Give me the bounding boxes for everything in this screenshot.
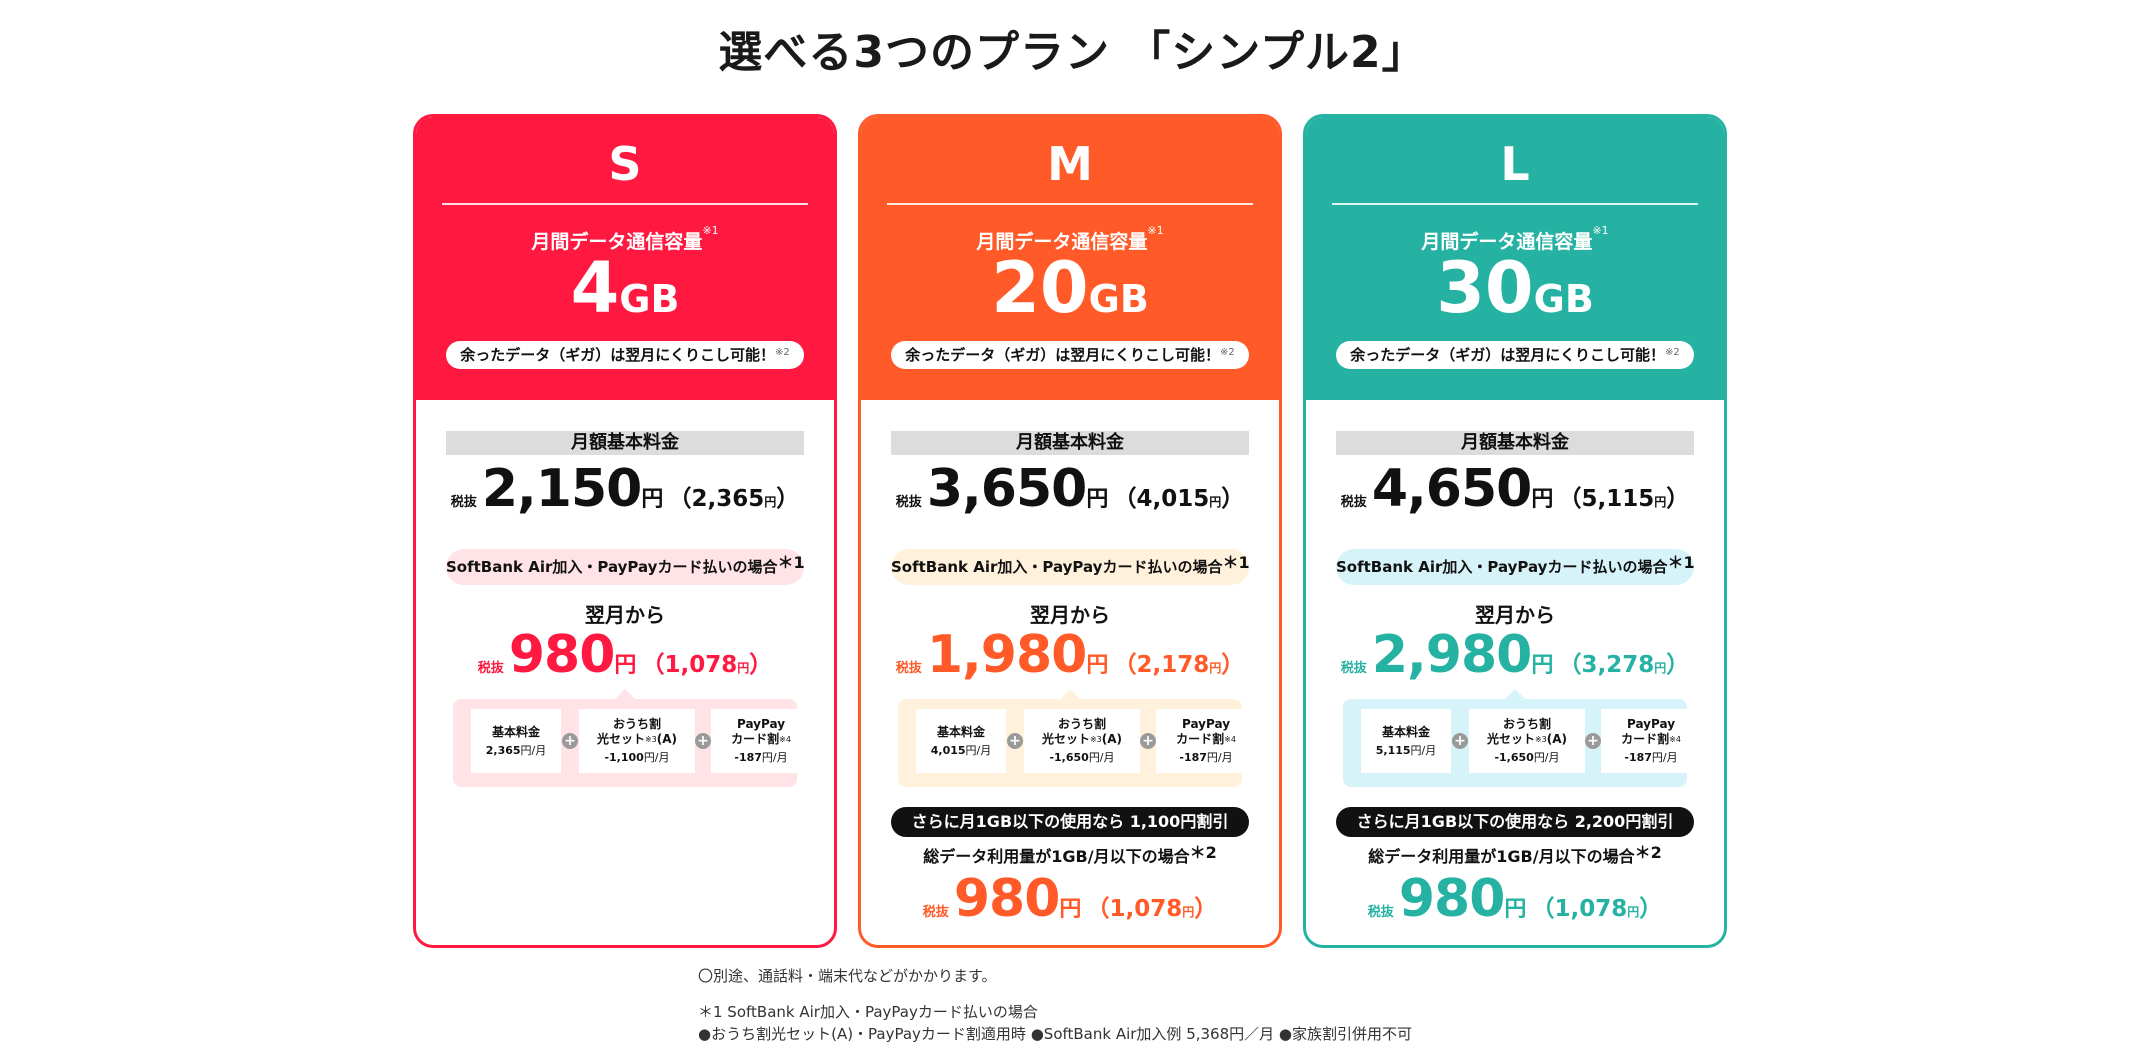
next-month-label: 翌月から	[585, 603, 665, 627]
divider	[887, 203, 1253, 205]
next-month-label: 翌月から	[1030, 603, 1110, 627]
carryover-badge: 余ったデータ（ギガ）は翌月にくりこし可能！※2	[1336, 341, 1694, 369]
base-price: 税抜 3,650円 （4,015円）	[895, 459, 1245, 519]
base-price: 税抜 2,150円 （2,365円）	[450, 459, 800, 519]
plus-icon: +	[695, 733, 711, 749]
plan-card-s[interactable]: S 月間データ通信容量※1 4GB 余ったデータ（ギガ）は翌月にくりこし可能！※…	[413, 114, 837, 948]
plan-name: S	[608, 137, 642, 191]
capacity-label: 月間データ通信容量※1	[531, 224, 719, 253]
carryover-badge: 余ったデータ（ギガ）は翌月にくりこし可能！※2	[446, 341, 804, 369]
breakdown-paypay: PayPay カード割※4 -187円/月	[1601, 709, 1701, 773]
price-breakdown: 基本料金 5,115円/月 + おうち割 光セット※3(A) -1,650円/月 + …	[1343, 689, 1701, 787]
plan-name: M	[1047, 137, 1093, 191]
discount-price: 税抜 1,980円 （2,178円）	[895, 625, 1245, 685]
breakdown-base: 基本料金 5,115円/月	[1361, 709, 1451, 773]
total-usage-note: 総データ利用量が1GB/月以下の場合＊2	[1368, 843, 1662, 866]
plan-header-l: L 月間データ通信容量※1 30GB 余ったデータ（ギガ）は翌月にくりこし可能！…	[1306, 117, 1724, 400]
footnotes: 〇別途、通話料・端末代などがかかります。 ＊1 SoftBank Air加入・P…	[698, 965, 1412, 1045]
capacity-label: 月間データ通信容量※1	[1421, 224, 1609, 253]
low-usage-banner: さらに月1GB以下の使用なら 2,200円割引	[1336, 807, 1694, 837]
plus-icon: +	[1007, 733, 1023, 749]
condition-pill: SoftBank Air加入・PayPayカード払いの場合＊1	[446, 549, 805, 585]
plan-header-s: S 月間データ通信容量※1 4GB 余ったデータ（ギガ）は翌月にくりこし可能！※…	[416, 117, 834, 400]
plus-icon: +	[1452, 733, 1468, 749]
low-usage-banner: さらに月1GB以下の使用なら 1,100円割引	[891, 807, 1249, 837]
divider	[1332, 203, 1698, 205]
breakdown-base: 基本料金 2,365円/月	[471, 709, 561, 773]
condition-pill: SoftBank Air加入・PayPayカード払いの場合＊1	[891, 549, 1250, 585]
page-title: 選べる3つのプラン 「シンプル2」	[718, 27, 1427, 78]
capacity-value: 4GB	[570, 247, 680, 329]
divider	[442, 203, 808, 205]
monthly-fee-label: 月額基本料金	[891, 431, 1249, 455]
discount-price: 税抜 980円 （1,078円）	[477, 625, 773, 685]
condition-pill: SoftBank Air加入・PayPayカード払いの場合＊1	[1336, 549, 1695, 585]
total-usage-note: 総データ利用量が1GB/月以下の場合＊2	[923, 843, 1217, 866]
next-month-label: 翌月から	[1475, 603, 1555, 627]
final-price: 税抜 980円 （1,078円）	[1367, 869, 1663, 929]
plus-icon: +	[562, 733, 578, 749]
capacity-value: 20GB	[991, 247, 1149, 329]
breakdown-ouchi: おうち割 光セット※3(A) -1,650円/月	[1469, 709, 1585, 773]
footnote-line: ●おうち割光セット(A)・PayPayカード割適用時 ●SoftBank Air…	[698, 1025, 1412, 1043]
footnote-line: 〇別途、通話料・端末代などがかかります。	[698, 967, 997, 985]
plan-card-l[interactable]: L 月間データ通信容量※1 30GB 余ったデータ（ギガ）は翌月にくりこし可能！…	[1303, 114, 1727, 948]
breakdown-base: 基本料金 4,015円/月	[916, 709, 1006, 773]
capacity-label: 月間データ通信容量※1	[976, 224, 1164, 253]
price-breakdown: 基本料金 4,015円/月 + おうち割 光セット※3(A) -1,650円/月 + …	[898, 689, 1256, 787]
plus-icon: +	[1585, 733, 1601, 749]
plan-name: L	[1500, 137, 1530, 191]
plus-icon: +	[1140, 733, 1156, 749]
discount-price: 税抜 2,980円 （3,278円）	[1340, 625, 1690, 685]
final-price: 税抜 980円 （1,078円）	[922, 869, 1218, 929]
monthly-fee-label: 月額基本料金	[446, 431, 804, 455]
price-breakdown: 基本料金 2,365円/月 + おうち割 光セット※3(A) -1,100円/月 + …	[453, 689, 811, 787]
breakdown-ouchi: おうち割 光セット※3(A) -1,100円/月	[579, 709, 695, 773]
carryover-badge: 余ったデータ（ギガ）は翌月にくりこし可能！※2	[891, 341, 1249, 369]
plan-card-m[interactable]: M 月間データ通信容量※1 20GB 余ったデータ（ギガ）は翌月にくりこし可能！…	[858, 114, 1282, 948]
breakdown-paypay: PayPay カード割※4 -187円/月	[1156, 709, 1256, 773]
footnote-line: ＊1 SoftBank Air加入・PayPayカード払いの場合	[698, 1003, 1038, 1021]
capacity-value: 30GB	[1436, 247, 1594, 329]
breakdown-ouchi: おうち割 光セット※3(A) -1,650円/月	[1024, 709, 1140, 773]
breakdown-paypay: PayPay カード割※4 -187円/月	[711, 709, 811, 773]
plan-header-m: M 月間データ通信容量※1 20GB 余ったデータ（ギガ）は翌月にくりこし可能！…	[861, 117, 1279, 400]
base-price: 税抜 4,650円 （5,115円）	[1340, 459, 1690, 519]
monthly-fee-label: 月額基本料金	[1336, 431, 1694, 455]
